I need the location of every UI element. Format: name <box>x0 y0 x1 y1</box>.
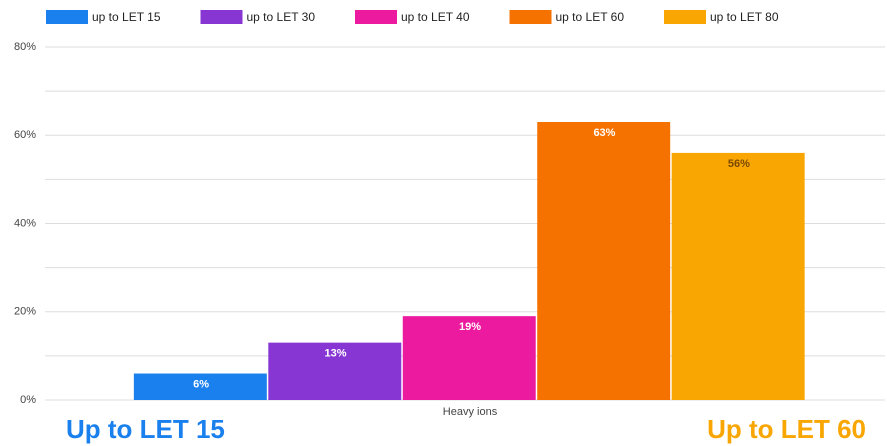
x-tick-label: Heavy ions <box>443 406 498 418</box>
data-label: 63% <box>593 127 615 139</box>
legend-label: up to LET 40 <box>401 10 470 24</box>
annotation: Up to LET 15 <box>66 414 225 444</box>
y-tick-label: 40% <box>14 217 36 229</box>
y-tick-label: 20% <box>14 306 36 318</box>
data-label: 6% <box>193 378 209 390</box>
bar <box>671 152 805 400</box>
legend-swatch <box>355 10 397 24</box>
annotation: Up to LET 60 <box>707 414 866 444</box>
legend-label: up to LET 15 <box>92 10 161 24</box>
legend-swatch <box>509 10 552 24</box>
y-tick-label: 80% <box>14 41 36 53</box>
legend-swatch <box>200 10 243 24</box>
data-label: 56% <box>728 158 750 170</box>
bar <box>402 316 536 400</box>
bar <box>133 373 267 400</box>
legend-label: up to LET 80 <box>710 10 779 24</box>
bar <box>268 342 402 400</box>
y-tick-label: 60% <box>14 129 36 141</box>
data-label: 19% <box>459 321 481 333</box>
legend-label: up to LET 30 <box>247 10 316 24</box>
legend-swatch <box>46 10 88 24</box>
data-label: 13% <box>325 348 347 360</box>
y-tick-label: 0% <box>20 394 36 406</box>
bar <box>537 122 671 400</box>
legend-swatch <box>664 10 706 24</box>
legend-label: up to LET 60 <box>556 10 625 24</box>
